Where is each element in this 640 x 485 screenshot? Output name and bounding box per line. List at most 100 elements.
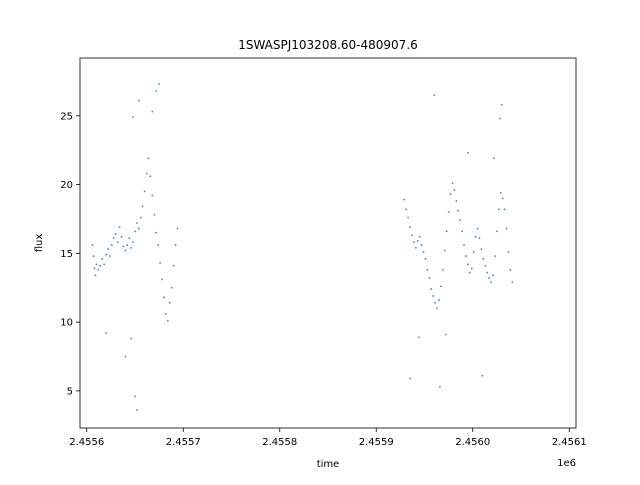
data-point: [478, 237, 481, 240]
data-point: [468, 271, 471, 274]
data-point: [480, 248, 483, 251]
data-point: [501, 197, 504, 200]
data-point: [405, 208, 408, 211]
data-point: [137, 227, 140, 230]
chart-title: 1SWASPJ103208.60-480907.6: [238, 38, 418, 52]
data-point: [164, 312, 167, 315]
data-point: [137, 99, 140, 102]
x-tick-label: 2.4557: [166, 437, 201, 448]
data-point: [157, 244, 160, 246]
data-point: [161, 278, 163, 281]
data-point: [403, 198, 406, 201]
data-point: [434, 301, 437, 304]
data-point: [474, 235, 477, 238]
data-point: [428, 277, 431, 279]
data-point: [488, 277, 491, 279]
data-point: [139, 216, 142, 219]
data-point: [436, 307, 438, 310]
data-point: [416, 240, 419, 242]
data-point: [112, 237, 115, 240]
data-point: [149, 175, 152, 178]
data-point: [124, 249, 127, 252]
data-point: [159, 262, 161, 264]
data-point: [145, 172, 148, 175]
data-point: [443, 249, 446, 252]
data-point: [155, 90, 158, 92]
data-point: [430, 288, 433, 290]
data-point: [172, 264, 175, 267]
data-point: [461, 230, 464, 233]
data-point: [467, 263, 469, 266]
data-point: [463, 244, 465, 246]
data-point: [116, 241, 119, 244]
data-point: [422, 251, 425, 253]
y-axis: 5 10 15 20 25: [60, 111, 80, 397]
data-point: [470, 267, 473, 270]
data-point: [166, 319, 169, 322]
data-point: [158, 83, 161, 86]
data-point: [124, 355, 127, 358]
scatter-points-layer: [91, 83, 514, 412]
x-axis-label: time: [317, 459, 340, 470]
data-point: [151, 110, 154, 113]
data-point: [412, 241, 415, 244]
y-tick-label: 15: [60, 249, 73, 260]
data-point: [444, 333, 447, 336]
data-point: [451, 182, 454, 185]
plot-frame: [79, 57, 577, 429]
x-axis: 2.4556 2.4557 2.4558 2.4559 2.4560 2.4561: [69, 428, 587, 448]
data-point: [143, 190, 146, 193]
data-point: [457, 209, 460, 212]
data-point: [433, 94, 436, 97]
data-point: [147, 157, 150, 160]
data-point: [109, 255, 111, 257]
data-point: [503, 208, 506, 211]
y-tick-label: 10: [60, 318, 73, 329]
data-point: [114, 233, 117, 235]
data-point: [509, 268, 512, 271]
data-point: [438, 299, 440, 301]
data-point: [498, 117, 501, 120]
data-point: [174, 244, 177, 246]
data-point: [134, 230, 136, 233]
data-point: [455, 200, 458, 202]
data-point: [110, 244, 113, 246]
data-point: [95, 263, 98, 266]
data-point: [91, 244, 94, 246]
data-point: [486, 271, 489, 274]
data-point: [492, 274, 494, 277]
data-point: [447, 211, 450, 213]
data-point: [420, 244, 423, 246]
data-point: [105, 332, 107, 334]
x-tick-label: 2.4561: [552, 437, 587, 448]
data-point: [490, 281, 492, 284]
data-point: [426, 268, 429, 271]
data-point: [176, 227, 179, 230]
data-point: [417, 336, 420, 339]
data-point: [476, 227, 479, 230]
data-point: [499, 191, 502, 194]
data-point: [482, 257, 485, 260]
x-tick-label: 2.4556: [69, 437, 104, 448]
data-point: [130, 337, 133, 340]
data-point: [105, 253, 107, 256]
data-point: [94, 274, 97, 277]
data-point: [126, 244, 129, 246]
data-point: [134, 395, 136, 398]
data-point: [409, 226, 411, 229]
data-point: [136, 222, 138, 224]
data-point: [505, 227, 508, 230]
data-point: [511, 281, 514, 284]
data-point: [407, 216, 409, 219]
data-point: [418, 235, 421, 238]
data-point: [465, 255, 467, 257]
data-point: [168, 301, 171, 304]
data-point: [495, 230, 498, 233]
data-point: [494, 255, 496, 257]
data-point: [432, 295, 435, 297]
y-tick-label: 20: [60, 180, 73, 191]
data-point: [441, 268, 444, 271]
data-point: [493, 157, 495, 160]
